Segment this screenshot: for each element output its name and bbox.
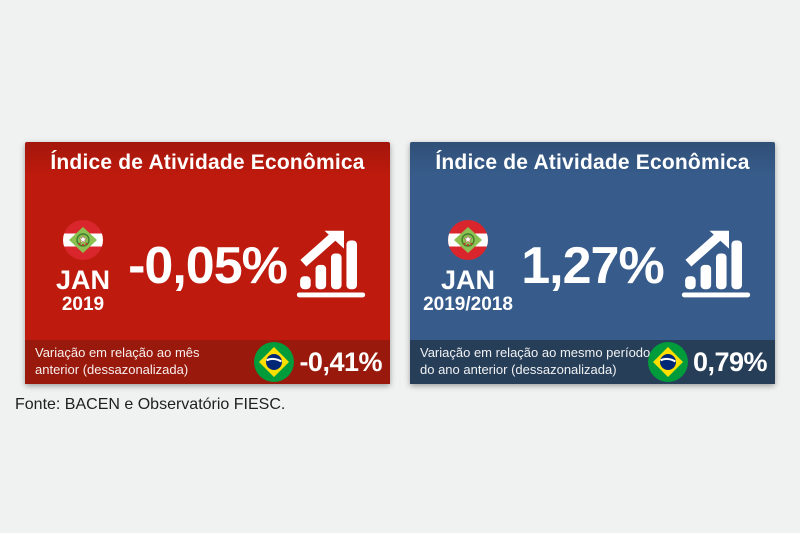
bar-chart-up-arrow-icon xyxy=(681,230,751,298)
brazil-value: 0,79% xyxy=(692,346,768,377)
footer-description-line1: Variação em relação ao mesmo período xyxy=(420,345,651,361)
brazil-flag-icon xyxy=(254,342,295,382)
brazil-comparison: 0,79% xyxy=(647,342,768,382)
source-note: Fonte: BACEN e Observatório FIESC. xyxy=(15,396,286,413)
footer-description-line2: do ano anterior (dessazonalizada) xyxy=(420,362,617,377)
card-monthly-variation: Índice de Atividade Econômica JAN 2019 -… xyxy=(25,142,390,384)
card-footer: Variação em relação ao mesmo período do … xyxy=(410,340,775,384)
footer-description: Variação em relação ao mês anterior (des… xyxy=(35,345,200,379)
card-footer: Variação em relação ao mês anterior (des… xyxy=(25,340,390,384)
brazil-flag-icon xyxy=(647,342,688,382)
footer-description-line1: Variação em relação ao mês xyxy=(35,345,200,361)
period-month: JAN xyxy=(55,265,110,295)
period-month: JAN xyxy=(440,265,495,295)
santa-catarina-flag-icon xyxy=(63,220,103,260)
card-title: Índice de Atividade Econômica xyxy=(435,151,750,174)
brazil-comparison: -0,41% xyxy=(254,342,382,382)
period-detail: 2019 xyxy=(61,294,105,316)
footer-description: Variação em relação ao mesmo período do … xyxy=(420,345,650,379)
santa-catarina-flag-icon xyxy=(448,220,488,260)
card-yearly-variation: Índice de Atividade Econômica JAN 2019/2… xyxy=(410,142,775,384)
index-value: -0,05% xyxy=(128,237,288,295)
period-block: JAN 2019 xyxy=(33,220,133,317)
bar-chart-up-arrow-icon xyxy=(296,230,366,298)
index-value: 1,27% xyxy=(521,237,664,295)
brazil-value: -0,41% xyxy=(299,346,382,377)
period-block: JAN 2019/2018 xyxy=(418,220,518,317)
footer-description-line2: anterior (dessazonalizada) xyxy=(35,362,189,377)
period-detail: 2019/2018 xyxy=(423,294,513,316)
card-title: Índice de Atividade Econômica xyxy=(50,151,365,174)
